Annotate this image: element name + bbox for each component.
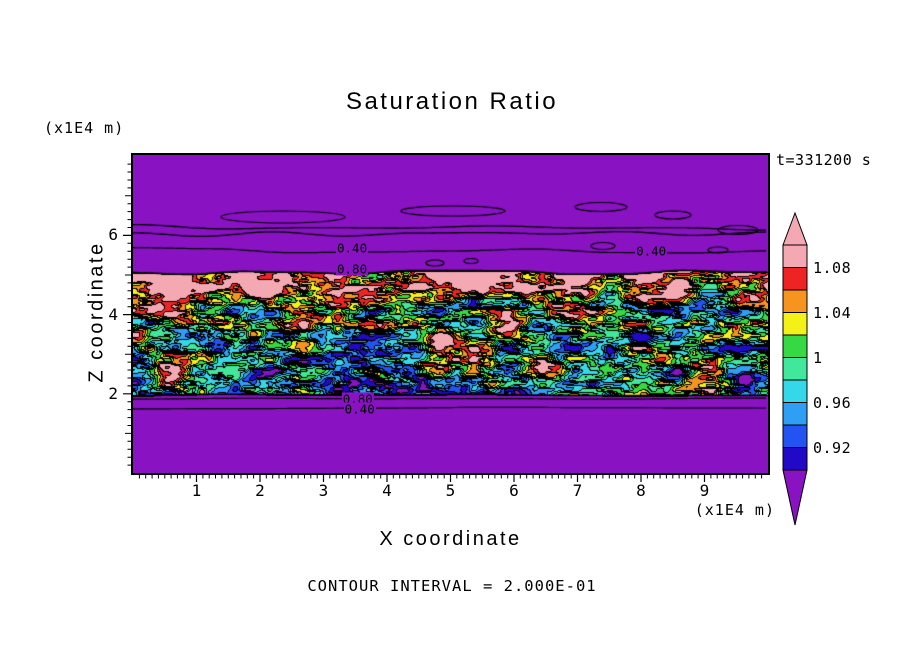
colorbar-arrow-under — [782, 469, 808, 526]
colorbar-arrow-over — [782, 211, 808, 246]
x-axis-unit-label: (x1E4 m) — [694, 501, 775, 519]
colorbar-segment — [782, 424, 808, 448]
colorbar-segment — [782, 447, 808, 471]
x-tick-label: 4 — [382, 481, 392, 500]
x-tick-label: 1 — [191, 481, 202, 500]
timestamp-annotation: t=331200 s — [776, 151, 872, 169]
colorbar-tick-label: 1.04 — [813, 303, 852, 322]
colorbar-segment — [782, 402, 808, 426]
contour-line-label: 0.80 — [336, 261, 369, 277]
x-tick-label: 7 — [572, 481, 583, 500]
tick-marks — [195, 475, 706, 482]
contour-line-label: 0.80 — [341, 390, 374, 406]
colorbar-tick-label: 1 — [813, 348, 823, 367]
y-axis-unit-label: (x1E4 m) — [44, 119, 125, 137]
x-tick-label: 9 — [699, 481, 710, 500]
colorbar-tick-label: 0.92 — [813, 438, 852, 457]
colorbar-segment — [782, 379, 808, 403]
x-tick-label: 6 — [509, 481, 519, 500]
tick-marks — [125, 195, 131, 434]
x-axis-title: X coordinate — [379, 528, 522, 550]
colorbar-tick-label: 0.96 — [813, 393, 852, 412]
x-tick-label: 5 — [445, 481, 456, 500]
y-tick-label: 2 — [108, 383, 118, 403]
y-tick-label: 6 — [108, 225, 118, 245]
contour-line-label: 0.40 — [343, 401, 376, 417]
colorbar-tick-label: 1.08 — [813, 258, 852, 277]
contour-interval-label: CONTOUR INTERVAL = 2.000E-01 — [307, 577, 597, 595]
tick-marks — [138, 475, 763, 479]
x-tick-label: 2 — [255, 481, 265, 500]
contour-line-label: 0.40 — [635, 243, 668, 259]
colorbar-segment — [782, 312, 808, 336]
tick-marks — [127, 163, 131, 466]
tick-marks — [123, 234, 131, 395]
contour-line-label: 0.40 — [336, 240, 369, 256]
colorbar-segment — [782, 289, 808, 313]
chart-title: Saturation Ratio — [345, 88, 559, 115]
y-tick-label: 4 — [108, 304, 118, 324]
x-tick-label: 3 — [318, 481, 329, 500]
colorbar-segment — [782, 334, 808, 358]
colorbar-segment — [782, 267, 808, 291]
colorbar-segment — [782, 244, 808, 268]
colorbar — [782, 211, 808, 526]
colorbar-segment — [782, 357, 808, 381]
y-axis-ticks — [123, 163, 131, 466]
plot-area: 0.40 0.40 0.80 0.80 0.40 — [133, 155, 768, 473]
x-axis-ticks — [138, 475, 763, 482]
contour-field-canvas — [133, 155, 768, 473]
x-tick-label: 8 — [636, 481, 646, 500]
